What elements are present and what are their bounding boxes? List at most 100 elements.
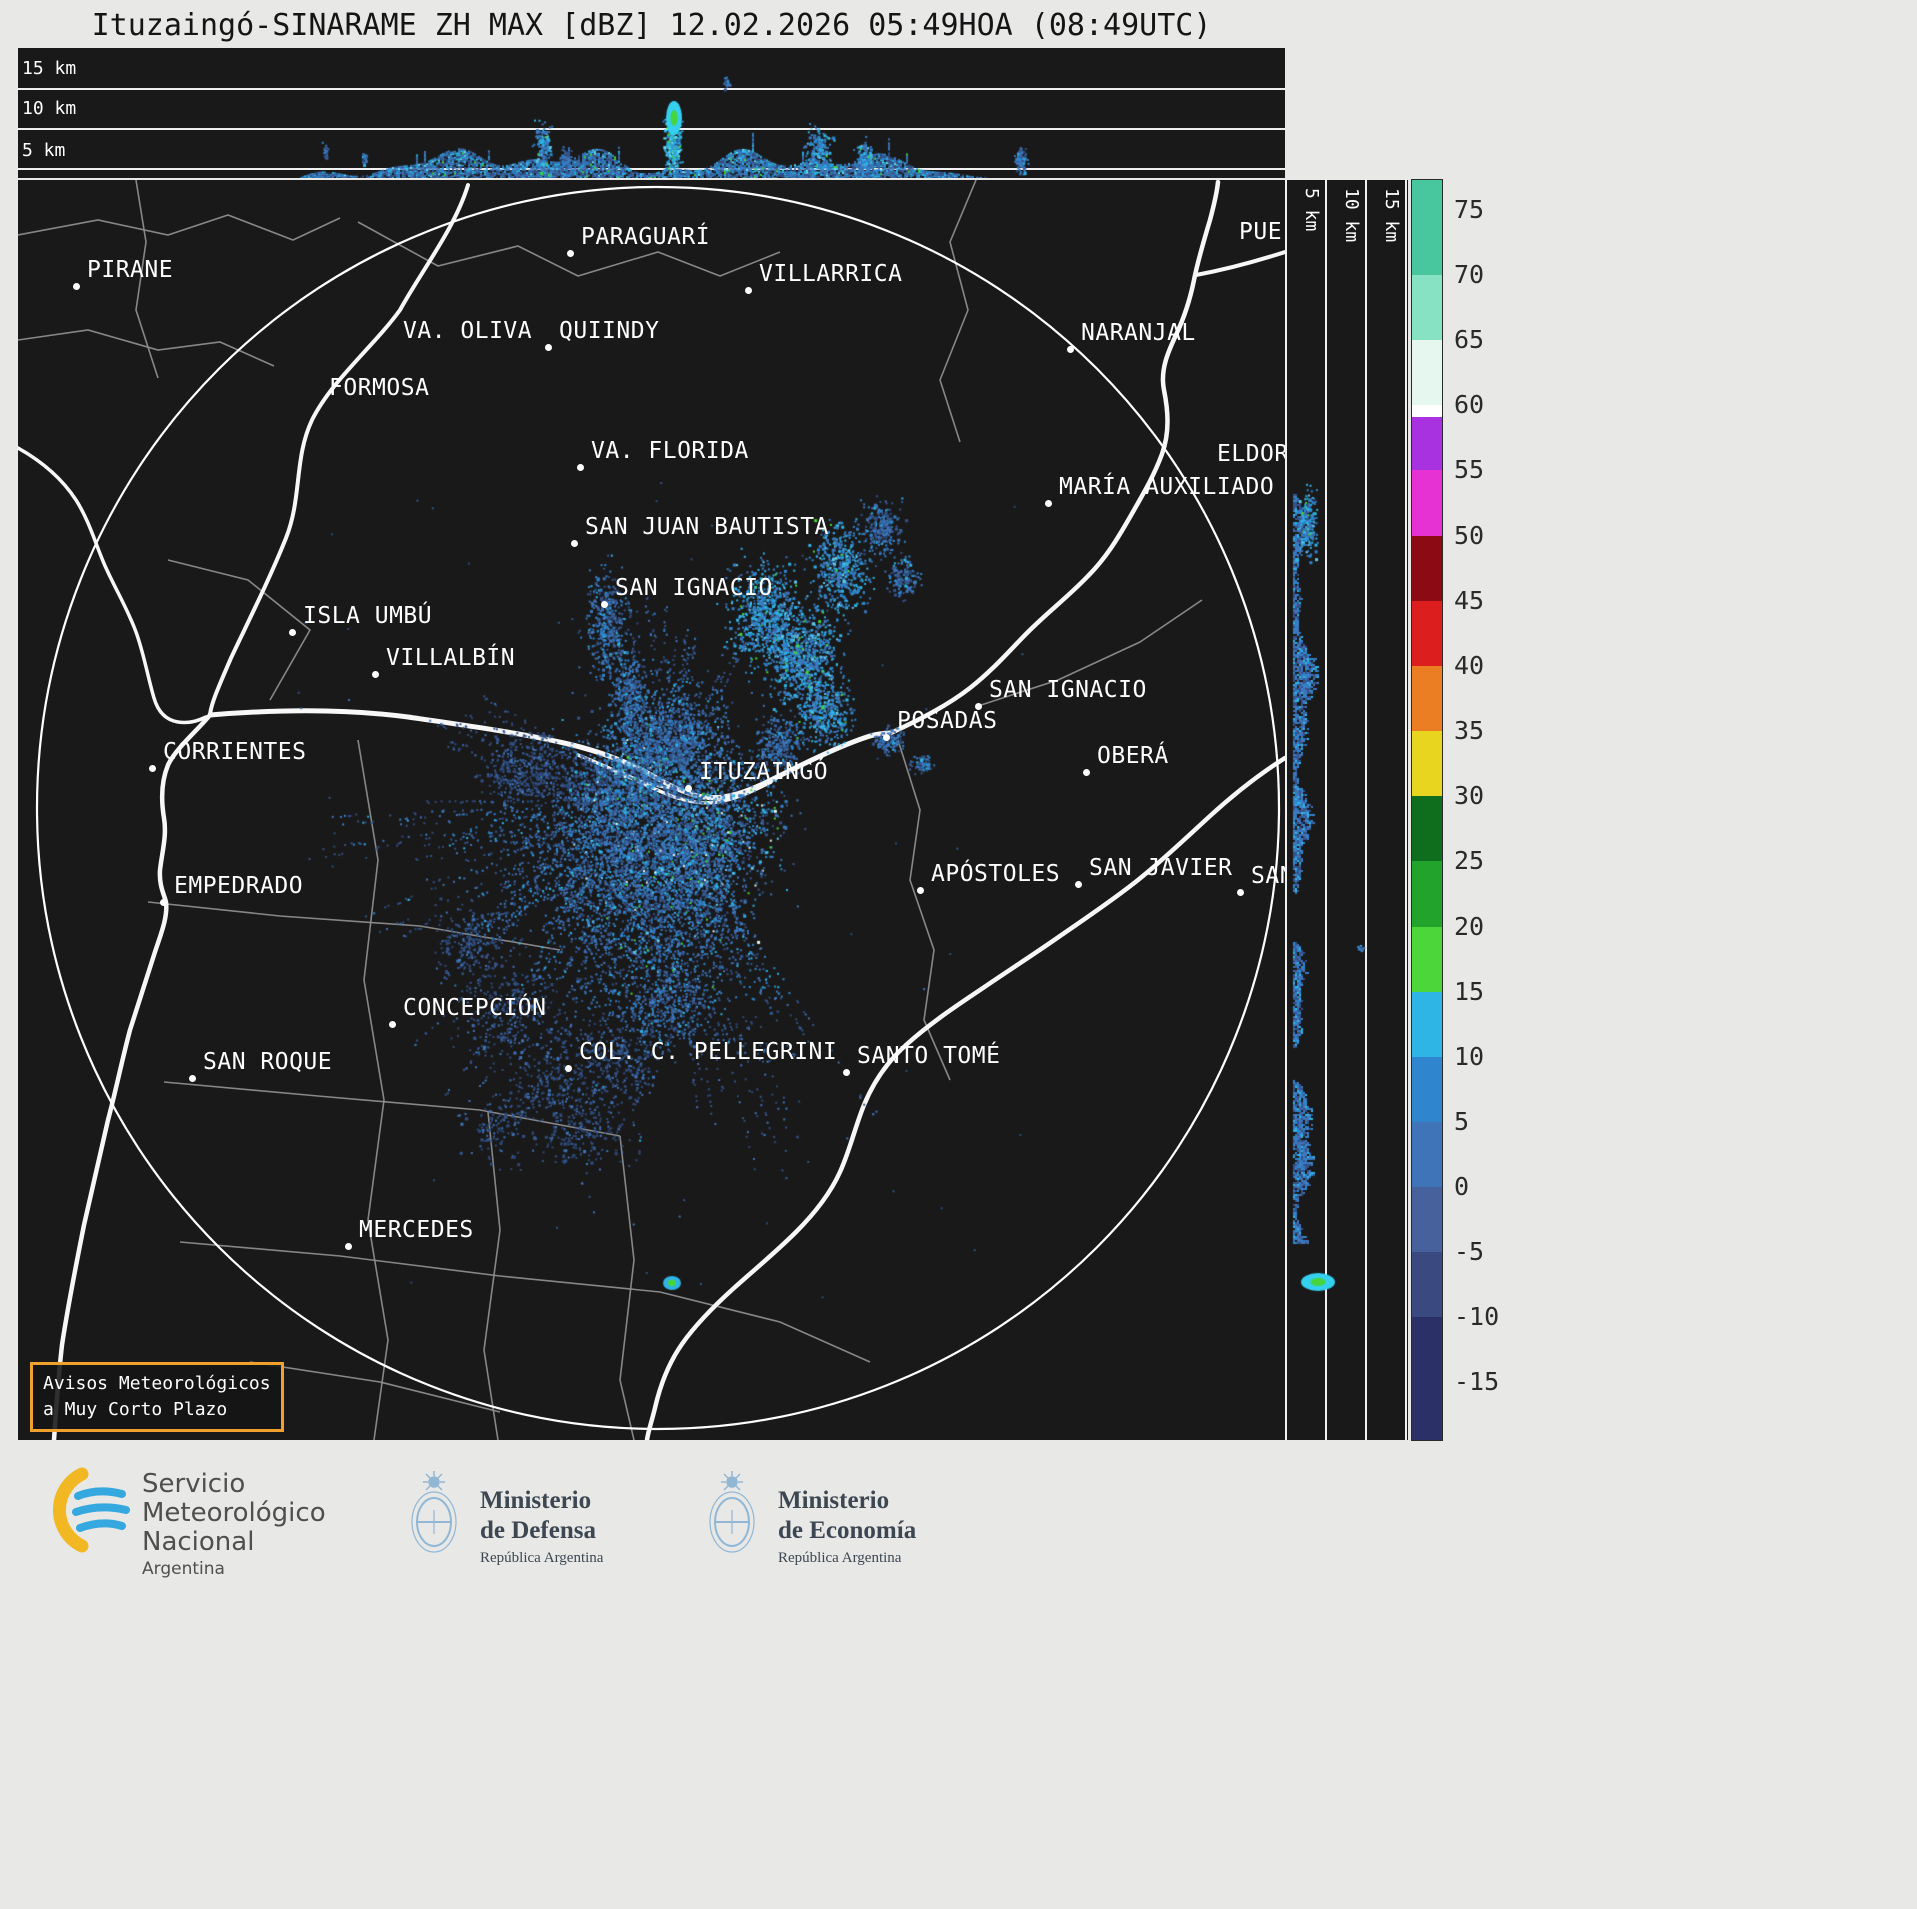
city-dot bbox=[975, 703, 982, 710]
colorbar-tick-label: 10 bbox=[1454, 1042, 1485, 1071]
ministry-title: de Defensa bbox=[480, 1516, 596, 1544]
city-dot bbox=[1083, 769, 1090, 776]
colorbar-tick-label: 35 bbox=[1454, 716, 1485, 745]
city-label: PUE bbox=[1239, 219, 1283, 245]
city-dot bbox=[545, 344, 552, 351]
right-cross-section-echoes bbox=[1285, 180, 1408, 1440]
smn-wordmark-line: Servicio bbox=[142, 1469, 246, 1499]
colorbar-segment bbox=[1412, 210, 1442, 275]
ministry-title: Ministerio bbox=[778, 1487, 890, 1514]
colorbar-tick-label: 30 bbox=[1454, 781, 1485, 810]
city-label: VA. OLIVA bbox=[403, 318, 533, 344]
smn-wordmark-country: Argentina bbox=[142, 1559, 225, 1580]
city-label: POSADAS bbox=[897, 708, 998, 734]
city-label: PARAGUARÍ bbox=[581, 224, 711, 250]
colorbar-segment bbox=[1412, 275, 1442, 340]
smn-wordmark: Servicio Meteorológico Nacional Argentin… bbox=[142, 1469, 326, 1580]
city-dot bbox=[601, 601, 608, 608]
colorbar-segment bbox=[1412, 1122, 1442, 1187]
city-label: EMPEDRADO bbox=[174, 873, 304, 899]
city-label: SAN IGNACIO bbox=[989, 677, 1147, 703]
colorbar-segment bbox=[1412, 405, 1442, 417]
colorbar-tick-label: 65 bbox=[1454, 325, 1485, 354]
altitude-label-15km: 15 km bbox=[1381, 188, 1402, 243]
colorbar-segment bbox=[1412, 731, 1442, 796]
economia-wordmark: Ministerio de Economía República Argenti… bbox=[778, 1486, 916, 1567]
defensa-wordmark: Ministerio de Defensa República Argentin… bbox=[480, 1486, 603, 1567]
range-ring bbox=[35, 185, 1281, 1431]
colorbar-tick-label: -10 bbox=[1454, 1302, 1500, 1331]
colorbar-segment bbox=[1412, 340, 1442, 405]
city-label: VA. FLORIDA bbox=[591, 438, 749, 464]
colorbar-segment bbox=[1412, 601, 1442, 666]
city-dot bbox=[160, 899, 167, 906]
city-dot bbox=[843, 1069, 850, 1076]
city-label: MARÍA AUXILIADO bbox=[1059, 474, 1275, 500]
city-dot bbox=[189, 1075, 196, 1082]
city-label: SAN bbox=[1251, 863, 1285, 889]
colorbar-segment bbox=[1412, 861, 1442, 927]
colorbar-tick-label: 45 bbox=[1454, 586, 1485, 615]
colorbar-segment bbox=[1412, 1317, 1442, 1382]
economia-coat-of-arms-icon bbox=[709, 1471, 755, 1553]
city-label: COL. C. PELLEGRINI bbox=[579, 1039, 838, 1065]
ministry-title: de Economía bbox=[778, 1516, 917, 1544]
smn-logo bbox=[53, 1467, 130, 1553]
colorbar-wrap: 75 70 65 60 55 50 45 40 35 30 25 20 15 10 5 0 -5 -10 -15 bbox=[1411, 179, 1542, 1441]
colorbar-tick-label: 20 bbox=[1454, 912, 1485, 941]
ministry-title: Ministerio bbox=[480, 1487, 592, 1514]
city-label: VILLARRICA bbox=[759, 261, 903, 287]
city-label: VILLALBÍN bbox=[386, 645, 516, 671]
city-label: ELDOR bbox=[1217, 441, 1285, 467]
notice-line: Avisos Meteorológicos bbox=[43, 1373, 271, 1394]
city-dot bbox=[685, 785, 692, 792]
top-cross-section-echoes bbox=[18, 48, 1285, 178]
city-dot bbox=[577, 464, 584, 471]
radar-echo-layer bbox=[18, 180, 1285, 1440]
top-cross-section-panel: 15 km 10 km 5 km bbox=[18, 48, 1285, 178]
colorbar-segment bbox=[1412, 1252, 1442, 1317]
colorbar-tick-label: 25 bbox=[1454, 846, 1485, 875]
city-dot bbox=[883, 734, 890, 741]
colorbar-segment bbox=[1412, 992, 1442, 1057]
city-dot bbox=[565, 1065, 572, 1072]
colorbar-segment bbox=[1412, 927, 1442, 992]
city-label: CORRIENTES bbox=[163, 739, 307, 765]
altitude-label-10km: 10 km bbox=[1341, 188, 1362, 243]
colorbar-segment bbox=[1412, 666, 1442, 731]
city-label: PIRANE bbox=[87, 257, 174, 283]
ministry-subtitle: República Argentina bbox=[480, 1550, 604, 1566]
colorbar-segment bbox=[1412, 1382, 1442, 1440]
city-label: OBERÁ bbox=[1097, 743, 1169, 769]
city-label: NARANJAL bbox=[1081, 320, 1196, 346]
city-dot bbox=[372, 671, 379, 678]
city-label: SAN JUAN BAUTISTA bbox=[585, 514, 829, 540]
page-title: Ituzaingó-SINARAME ZH MAX [dBZ] 12.02.20… bbox=[91, 8, 1212, 43]
city-label: ITUZAINGÓ bbox=[699, 759, 829, 785]
city-label: QUIINDY bbox=[559, 318, 660, 344]
colorbar-segment bbox=[1412, 470, 1442, 536]
city-label: SANTO TOMÉ bbox=[857, 1043, 1001, 1069]
colorbar-tick-label: 75 bbox=[1454, 195, 1485, 224]
colorbar-segment bbox=[1412, 417, 1442, 470]
altitude-label-15km: 15 km bbox=[22, 58, 77, 79]
city-label: SAN JAVIER bbox=[1089, 855, 1233, 881]
city-dot bbox=[289, 629, 296, 636]
map-city-layer: PIRANE PARAGUARÍ VILLARRICA VA. OLIVA QUIIND… bbox=[18, 180, 1285, 1440]
colorbar-tick-label: 0 bbox=[1454, 1172, 1470, 1201]
colorbar-tick-label: 70 bbox=[1454, 260, 1485, 289]
city-dot bbox=[1237, 889, 1244, 896]
city-dot bbox=[567, 250, 574, 257]
colorbar-tick-label: 5 bbox=[1454, 1107, 1470, 1136]
notice-line: a Muy Corto Plazo bbox=[43, 1399, 228, 1421]
colorbar-tick-label: -15 bbox=[1454, 1367, 1500, 1396]
colorbar-tick-label: 15 bbox=[1454, 977, 1485, 1006]
smn-wordmark-line: Meteorológico bbox=[142, 1498, 326, 1529]
weather-notice-box: Avisos Meteorológicos a Muy Corto Plazo bbox=[30, 1362, 284, 1433]
colorbar-tick-label: -5 bbox=[1454, 1237, 1485, 1266]
smn-wordmark-line: Nacional bbox=[142, 1527, 255, 1558]
city-label: ISLA UMBÚ bbox=[303, 603, 433, 629]
city-dot bbox=[1067, 346, 1074, 353]
colorbar-tick-label: 40 bbox=[1454, 651, 1485, 680]
city-label: CONCEPCIÓN bbox=[403, 995, 547, 1021]
